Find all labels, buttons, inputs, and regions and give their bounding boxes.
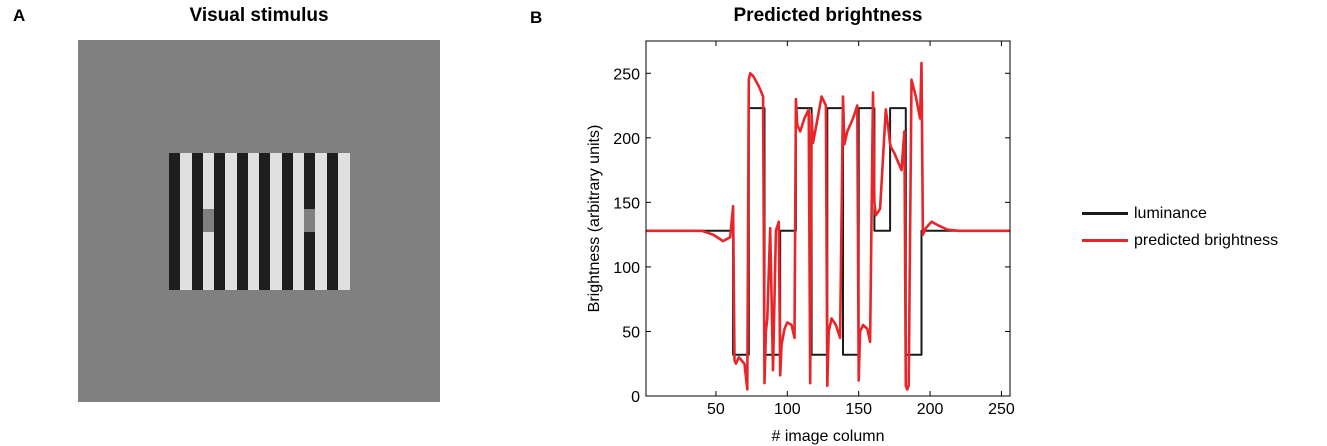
y-tick-label: 100 bbox=[613, 260, 640, 277]
legend-label-predicted-brightness: predicted brightness bbox=[1134, 231, 1279, 249]
stimulus-gray-patch bbox=[304, 209, 316, 232]
stimulus-stripe bbox=[169, 153, 181, 290]
stimulus-stripe bbox=[180, 153, 192, 290]
legend: luminance predicted brightness bbox=[1082, 200, 1278, 254]
panel-b-letter: B bbox=[530, 8, 543, 27]
stimulus-stripe bbox=[225, 153, 237, 290]
stimulus-stripe bbox=[326, 153, 339, 290]
x-tick-label: 200 bbox=[917, 401, 944, 418]
x-tick-label: 150 bbox=[845, 401, 872, 418]
y-tick-label: 150 bbox=[613, 195, 640, 212]
legend-swatch-luminance bbox=[1082, 212, 1128, 215]
legend-label-luminance: luminance bbox=[1134, 204, 1207, 222]
stimulus-stripe bbox=[315, 153, 327, 290]
x-tick-label: 100 bbox=[774, 401, 801, 418]
stimulus-stripe bbox=[236, 153, 249, 290]
visual-stimulus bbox=[78, 40, 440, 402]
panel-a-letter: A bbox=[13, 6, 26, 25]
x-axis-label: # image column bbox=[772, 428, 885, 445]
stimulus-gray-patch bbox=[202, 209, 215, 232]
stimulus-stripe bbox=[214, 153, 226, 290]
stimulus-stripe bbox=[191, 153, 204, 290]
stimulus-stripe bbox=[281, 153, 294, 290]
legend-swatch-predicted-brightness bbox=[1082, 239, 1128, 242]
panel-b-title: Predicted brightness bbox=[733, 5, 923, 26]
stimulus-stripe bbox=[259, 153, 271, 290]
legend-item-luminance: luminance bbox=[1082, 200, 1278, 227]
plot-frame bbox=[645, 40, 1011, 397]
y-tick-label: 50 bbox=[622, 324, 640, 341]
y-tick-label: 200 bbox=[613, 131, 640, 148]
panel-a-title: Visual stimulus bbox=[189, 5, 329, 26]
stimulus-stripe bbox=[292, 153, 305, 290]
x-tick-label: 250 bbox=[988, 401, 1015, 418]
stimulus-stripe bbox=[270, 153, 282, 290]
y-tick-label: 0 bbox=[631, 389, 640, 406]
x-tick-label: 50 bbox=[707, 401, 725, 418]
series-line-predicted-brightness bbox=[646, 61, 1010, 391]
legend-item-predicted-brightness: predicted brightness bbox=[1082, 227, 1278, 254]
stimulus-grating bbox=[169, 153, 350, 290]
y-axis-label: Brightness (arbitrary units) bbox=[586, 125, 603, 313]
y-tick-label: 250 bbox=[613, 66, 640, 83]
stimulus-stripe bbox=[337, 153, 350, 290]
stimulus-stripe bbox=[247, 153, 260, 290]
